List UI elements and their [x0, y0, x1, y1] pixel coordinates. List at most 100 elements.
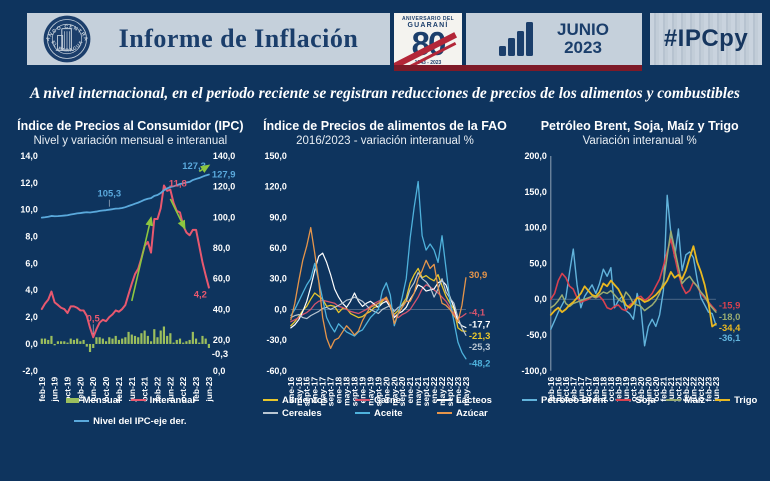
- svg-text:0,0: 0,0: [535, 294, 547, 304]
- svg-text:sept-17: sept-17: [325, 376, 335, 406]
- svg-text:ene-22: ene-22: [429, 376, 439, 403]
- svg-text:0,0: 0,0: [25, 339, 37, 349]
- legend-item: Maíz: [665, 395, 705, 406]
- svg-text:ene-17: ene-17: [309, 376, 319, 403]
- svg-text:-60,0: -60,0: [266, 366, 286, 376]
- legend-item: Carne: [355, 395, 431, 406]
- legend-item: Azúcar: [437, 408, 507, 419]
- svg-text:-15,9: -15,9: [719, 301, 741, 312]
- report-title: Informe de Inflación: [118, 24, 359, 53]
- legend-item: Aceite: [355, 408, 431, 419]
- legend-item: Alimentos: [263, 395, 349, 406]
- svg-text:jun-21: jun-21: [666, 376, 676, 402]
- svg-text:30,9: 30,9: [469, 270, 487, 281]
- svg-text:90,0: 90,0: [269, 212, 286, 222]
- svg-text:jun-23: jun-23: [711, 376, 721, 402]
- svg-text:200,0: 200,0: [525, 151, 547, 161]
- legend-item: Interanual: [130, 395, 195, 406]
- svg-text:-48,2: -48,2: [469, 359, 491, 370]
- svg-text:jun-16: jun-16: [554, 376, 564, 402]
- svg-text:feb-20: feb-20: [75, 376, 85, 401]
- commodities-panel: Petróleo Brent, Soja, Maíz y Trigo Varia…: [515, 119, 764, 427]
- svg-text:11,8: 11,8: [169, 179, 187, 190]
- ipc-panel: Índice de Precios al Consumidor (IPC) Ni…: [6, 119, 255, 427]
- chart-subtitle: 2016/2023 - variación interanual %: [296, 135, 474, 147]
- svg-text:0,0: 0,0: [213, 366, 225, 376]
- legend-label: Carne: [374, 394, 401, 406]
- legend-label: Mensual: [82, 394, 121, 406]
- legend-label: Cereales: [282, 407, 322, 419]
- svg-text:oct-21: oct-21: [140, 376, 150, 401]
- svg-text:10,0: 10,0: [20, 205, 37, 215]
- svg-text:100,0: 100,0: [213, 212, 235, 222]
- svg-text:jun-23: jun-23: [204, 376, 214, 402]
- svg-text:oct-17: oct-17: [584, 376, 594, 401]
- svg-text:6,0: 6,0: [25, 258, 37, 268]
- legend-swatch-icon: [130, 399, 146, 401]
- ipc-chart: 14,0 12,0 10,0 8,0 6,0 4,0 2,0 0,0 -2,0 140,0 120,…: [20, 151, 236, 403]
- legend-item: Cereales: [263, 408, 349, 419]
- svg-text:feb-22: feb-22: [681, 376, 691, 401]
- svg-text:ene-16: ene-16: [286, 376, 296, 403]
- svg-text:ene-20: ene-20: [381, 376, 391, 403]
- svg-text:oct-18: oct-18: [606, 376, 616, 401]
- svg-text:may-18: may-18: [341, 376, 351, 405]
- svg-text:30,0: 30,0: [269, 274, 286, 284]
- svg-text:140,0: 140,0: [213, 151, 235, 161]
- svg-text:jun-21: jun-21: [127, 376, 137, 402]
- chart-subtitle: Variación interanual %: [582, 135, 697, 147]
- svg-text:feb-23: feb-23: [191, 376, 201, 401]
- svg-text:feb-16: feb-16: [546, 376, 556, 401]
- svg-text:feb-21: feb-21: [659, 376, 669, 401]
- svg-text:oct-22: oct-22: [178, 376, 188, 401]
- legend-swatch-icon: [263, 399, 278, 401]
- guarani-80-logo: ANIVERSARIO DEL GUARANÍ 80 1943 - 2023: [394, 13, 462, 65]
- svg-text:150,0: 150,0: [525, 187, 547, 197]
- svg-text:-100,0: -100,0: [522, 366, 547, 376]
- svg-text:14,0: 14,0: [20, 151, 37, 161]
- fao-chart: 150,0120,090,060,030,00,0-30,0-60,0ene-1…: [264, 151, 491, 406]
- legend-swatch-icon: [355, 399, 370, 401]
- svg-text:127,9: 127,9: [212, 170, 236, 181]
- legend-swatch-icon: [616, 399, 632, 401]
- legend-item: Lácteos: [437, 395, 507, 406]
- legend-label: Lácteos: [456, 394, 492, 406]
- svg-text:sept-20: sept-20: [397, 376, 407, 406]
- svg-text:-4,1: -4,1: [469, 308, 485, 319]
- legend-swatch-icon: [263, 412, 278, 414]
- date-month: JUNIO: [557, 20, 609, 39]
- svg-text:feb-23: feb-23: [704, 376, 714, 401]
- svg-text:feb-20: feb-20: [636, 376, 646, 401]
- commodities-legend: Petróleo Brent Soja Maíz Trigo: [515, 395, 764, 406]
- svg-text:may-20: may-20: [389, 376, 399, 405]
- header-band: BANCO CENTRAL DEL PARAGUAY Informe de In…: [27, 13, 390, 65]
- svg-text:60,0: 60,0: [213, 274, 230, 284]
- svg-text:0,5: 0,5: [87, 313, 100, 324]
- svg-text:jun-20: jun-20: [88, 376, 98, 402]
- svg-text:-50,0: -50,0: [527, 330, 547, 340]
- legend-item: Soja: [616, 395, 656, 406]
- legend-swatch-icon: [74, 420, 90, 422]
- svg-text:oct-22: oct-22: [696, 376, 706, 401]
- legend-label: Nivel del IPC-eje der.: [93, 415, 187, 427]
- svg-text:150,0: 150,0: [264, 151, 286, 161]
- logo-years: 1943 - 2023: [414, 60, 442, 65]
- legend-label: Trigo: [734, 394, 758, 406]
- legend-swatch-icon: [437, 399, 452, 401]
- svg-text:20,0: 20,0: [213, 335, 230, 345]
- svg-text:100,0: 100,0: [525, 223, 547, 233]
- svg-text:4,2: 4,2: [194, 290, 207, 301]
- svg-text:jun-17: jun-17: [576, 376, 586, 402]
- legend-item: Mensual: [65, 394, 121, 406]
- svg-text:sept-22: sept-22: [445, 376, 455, 406]
- legend-swatch-icon: [715, 399, 731, 401]
- legend-label: Alimentos: [282, 394, 328, 406]
- logo-name: GUARANÍ: [407, 22, 449, 29]
- chart-title: Índice de Precios de alimentos de la FAO: [263, 119, 507, 133]
- svg-text:80,0: 80,0: [213, 243, 230, 253]
- svg-text:sept-16: sept-16: [301, 376, 311, 406]
- legend-label: Petróleo Brent: [541, 394, 607, 406]
- date-year: 2023: [564, 38, 602, 57]
- legend-swatch-icon: [355, 412, 370, 414]
